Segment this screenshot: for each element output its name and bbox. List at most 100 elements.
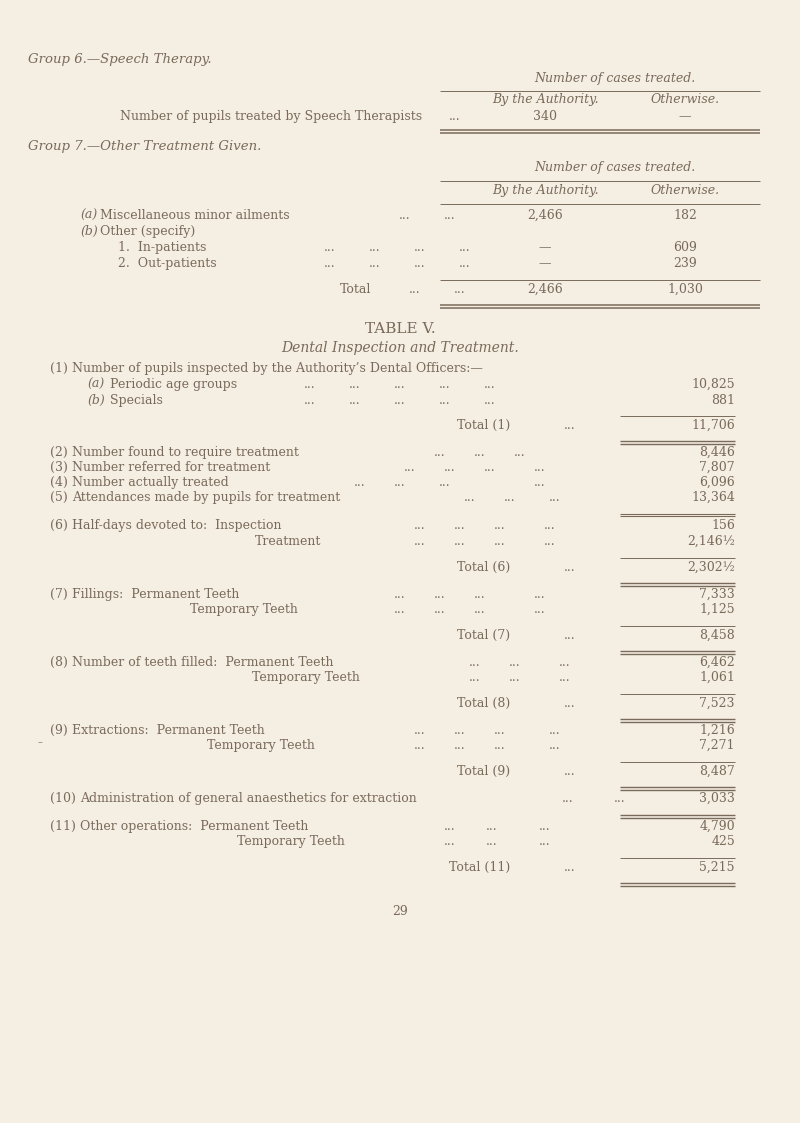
Text: Otherwise.: Otherwise. bbox=[650, 184, 719, 197]
Text: ...: ... bbox=[564, 562, 576, 574]
Text: Fillings:  Permanent Teeth: Fillings: Permanent Teeth bbox=[72, 588, 239, 601]
Text: 425: 425 bbox=[711, 836, 735, 848]
Text: ...: ... bbox=[564, 861, 576, 874]
Text: Temporary Teeth: Temporary Teeth bbox=[252, 672, 360, 684]
Text: 1.  In-patients: 1. In-patients bbox=[118, 241, 206, 254]
Text: Number of teeth filled:  Permanent Teeth: Number of teeth filled: Permanent Teeth bbox=[72, 656, 334, 669]
Text: ...: ... bbox=[544, 535, 556, 548]
Text: 8,458: 8,458 bbox=[699, 629, 735, 642]
Text: ...: ... bbox=[544, 519, 556, 532]
Text: Temporary Teeth: Temporary Teeth bbox=[190, 603, 298, 617]
Text: ...: ... bbox=[369, 241, 381, 254]
Text: ...: ... bbox=[454, 739, 466, 752]
Text: ...: ... bbox=[394, 588, 406, 601]
Text: ...: ... bbox=[494, 535, 506, 548]
Text: ...: ... bbox=[324, 241, 336, 254]
Text: ...: ... bbox=[459, 241, 471, 254]
Text: 4,790: 4,790 bbox=[699, 820, 735, 833]
Text: ...: ... bbox=[484, 378, 496, 391]
Text: ...: ... bbox=[409, 283, 421, 296]
Text: Temporary Teeth: Temporary Teeth bbox=[237, 836, 345, 848]
Text: (6): (6) bbox=[50, 519, 68, 532]
Text: ...: ... bbox=[434, 446, 446, 459]
Text: Dental Inspection and Treatment.: Dental Inspection and Treatment. bbox=[281, 341, 519, 355]
Text: 7,523: 7,523 bbox=[699, 697, 735, 710]
Text: ...: ... bbox=[414, 535, 426, 548]
Text: 239: 239 bbox=[673, 257, 697, 270]
Text: (3): (3) bbox=[50, 462, 68, 474]
Text: —: — bbox=[538, 241, 551, 254]
Text: ...: ... bbox=[486, 820, 498, 833]
Text: (2): (2) bbox=[50, 446, 68, 459]
Text: 182: 182 bbox=[673, 209, 697, 222]
Text: 1,061: 1,061 bbox=[699, 672, 735, 684]
Text: 156: 156 bbox=[711, 519, 735, 532]
Text: ...: ... bbox=[454, 535, 466, 548]
Text: Extractions:  Permanent Teeth: Extractions: Permanent Teeth bbox=[72, 724, 265, 737]
Text: Total (6): Total (6) bbox=[457, 562, 510, 574]
Text: ...: ... bbox=[444, 462, 456, 474]
Text: 2,146½: 2,146½ bbox=[687, 535, 735, 548]
Text: Half-days devoted to:  Inspection: Half-days devoted to: Inspection bbox=[72, 519, 282, 532]
Text: ...: ... bbox=[509, 656, 521, 669]
Text: (5): (5) bbox=[50, 491, 68, 504]
Text: ...: ... bbox=[484, 462, 496, 474]
Text: ...: ... bbox=[564, 697, 576, 710]
Text: (8): (8) bbox=[50, 656, 68, 669]
Text: Periodic age groups: Periodic age groups bbox=[110, 378, 237, 391]
Text: 29: 29 bbox=[392, 905, 408, 917]
Text: Administration of general anaesthetics for extraction: Administration of general anaesthetics f… bbox=[80, 792, 417, 805]
Text: ...: ... bbox=[399, 209, 411, 222]
Text: Temporary Teeth: Temporary Teeth bbox=[207, 739, 315, 752]
Text: ...: ... bbox=[474, 603, 486, 617]
Text: ...: ... bbox=[486, 836, 498, 848]
Text: 1,030: 1,030 bbox=[667, 283, 703, 296]
Text: ...: ... bbox=[549, 739, 561, 752]
Text: By the Authority.: By the Authority. bbox=[492, 93, 598, 106]
Text: ...: ... bbox=[349, 394, 361, 407]
Text: ...: ... bbox=[534, 588, 546, 601]
Text: ...: ... bbox=[494, 519, 506, 532]
Text: Otherwise.: Otherwise. bbox=[650, 93, 719, 106]
Text: —: — bbox=[538, 257, 551, 270]
Text: ...: ... bbox=[444, 836, 456, 848]
Text: Number of cases treated.: Number of cases treated. bbox=[534, 72, 696, 85]
Text: ...: ... bbox=[444, 820, 456, 833]
Text: 1,216: 1,216 bbox=[699, 724, 735, 737]
Text: ...: ... bbox=[562, 792, 574, 805]
Text: By the Authority.: By the Authority. bbox=[492, 184, 598, 197]
Text: ...: ... bbox=[469, 672, 481, 684]
Text: ...: ... bbox=[454, 519, 466, 532]
Text: ...: ... bbox=[494, 724, 506, 737]
Text: Total (1): Total (1) bbox=[457, 419, 510, 432]
Text: Specials: Specials bbox=[110, 394, 163, 407]
Text: 881: 881 bbox=[711, 394, 735, 407]
Text: ...: ... bbox=[474, 588, 486, 601]
Text: ...: ... bbox=[304, 378, 316, 391]
Text: –: – bbox=[38, 738, 43, 747]
Text: ...: ... bbox=[369, 257, 381, 270]
Text: ...: ... bbox=[549, 724, 561, 737]
Text: ...: ... bbox=[324, 257, 336, 270]
Text: 8,446: 8,446 bbox=[699, 446, 735, 459]
Text: ...: ... bbox=[444, 209, 456, 222]
Text: (10): (10) bbox=[50, 792, 76, 805]
Text: (9): (9) bbox=[50, 724, 68, 737]
Text: Number of cases treated.: Number of cases treated. bbox=[534, 161, 696, 174]
Text: ...: ... bbox=[454, 724, 466, 737]
Text: Treatment: Treatment bbox=[255, 535, 322, 548]
Text: 3,033: 3,033 bbox=[699, 792, 735, 805]
Text: 7,333: 7,333 bbox=[699, 588, 735, 601]
Text: ...: ... bbox=[564, 419, 576, 432]
Text: (b): (b) bbox=[80, 225, 98, 238]
Text: 7,271: 7,271 bbox=[699, 739, 735, 752]
Text: ...: ... bbox=[549, 491, 561, 504]
Text: Number referred for treatment: Number referred for treatment bbox=[72, 462, 270, 474]
Text: ...: ... bbox=[454, 283, 466, 296]
Text: ...: ... bbox=[559, 656, 571, 669]
Text: ...: ... bbox=[394, 476, 406, 489]
Text: ...: ... bbox=[564, 629, 576, 642]
Text: (11): (11) bbox=[50, 820, 76, 833]
Text: ...: ... bbox=[474, 446, 486, 459]
Text: 340: 340 bbox=[533, 110, 557, 124]
